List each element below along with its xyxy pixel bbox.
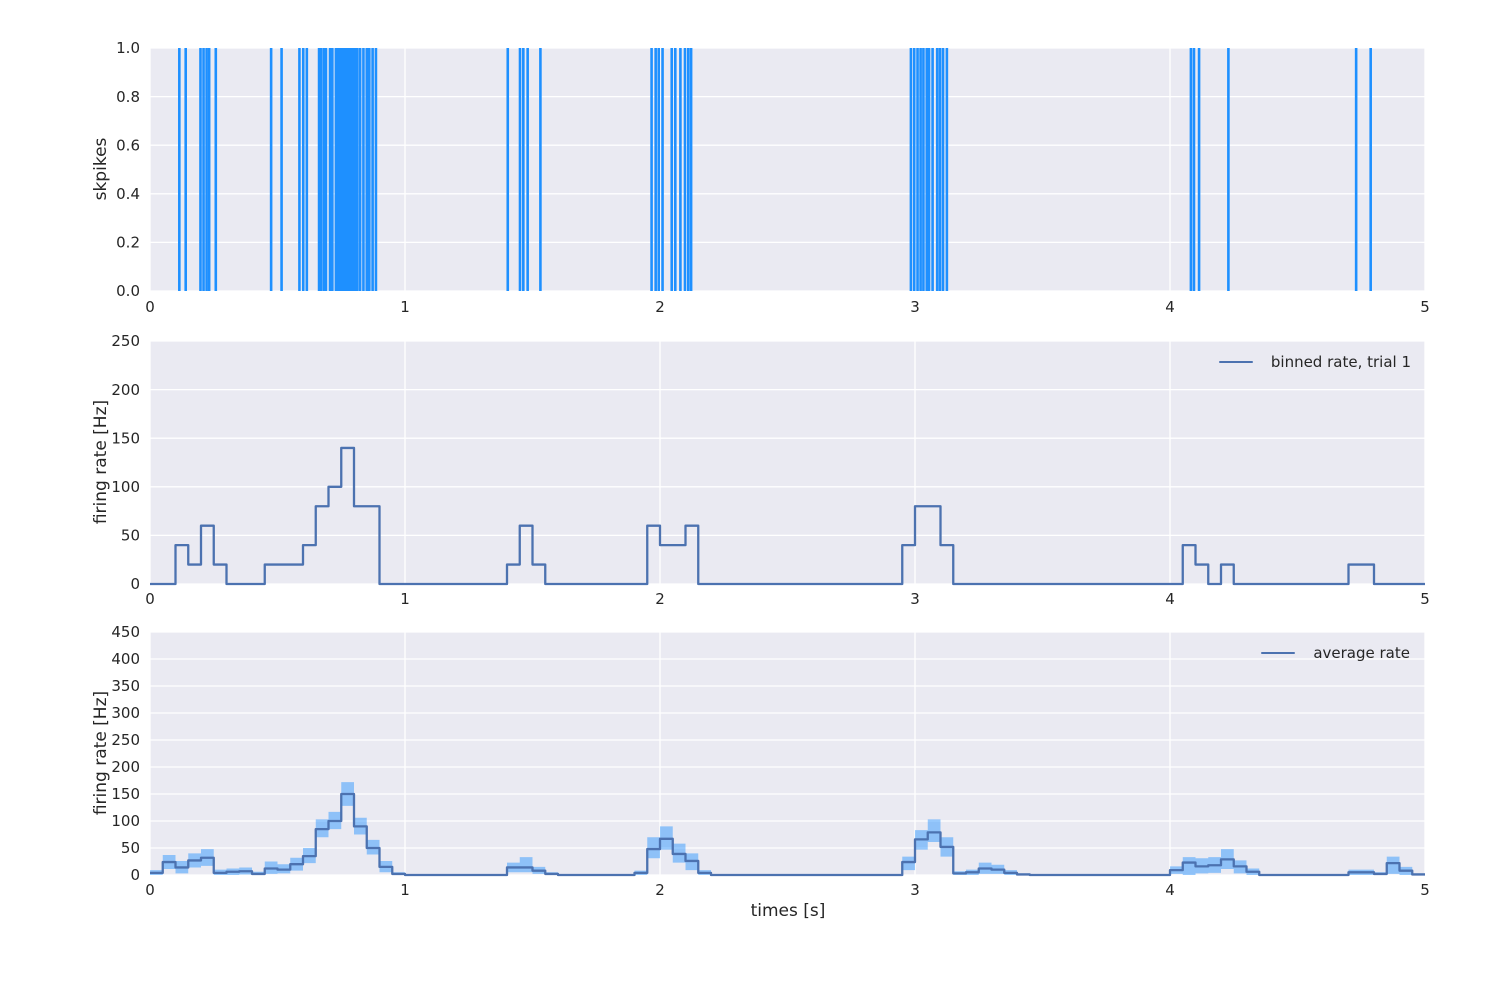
raster-ylabel: skpikes bbox=[91, 137, 111, 201]
y-tick-label: 250 bbox=[111, 731, 140, 749]
average-rate-ylabel: firing rate [Hz] bbox=[91, 690, 111, 816]
legend-line-swatch bbox=[1261, 651, 1296, 655]
y-tick-label: 0.6 bbox=[116, 136, 140, 154]
y-tick-label: 450 bbox=[111, 623, 140, 641]
x-tick-label: 1 bbox=[400, 590, 410, 608]
x-tick-label: 0 bbox=[145, 590, 155, 608]
y-tick-label: 0 bbox=[130, 866, 140, 884]
x-tick-label: 5 bbox=[1420, 298, 1430, 316]
y-tick-label: 0 bbox=[130, 575, 140, 593]
x-tick-label: 1 bbox=[400, 298, 410, 316]
y-tick-label: 250 bbox=[111, 332, 140, 350]
legend-average-rate: average rate bbox=[1261, 643, 1410, 663]
y-tick-label: 200 bbox=[111, 758, 140, 776]
x-tick-label: 5 bbox=[1420, 881, 1430, 899]
x-tick-label: 2 bbox=[655, 298, 665, 316]
y-tick-label: 0.8 bbox=[116, 88, 140, 106]
y-tick-label: 0.2 bbox=[116, 234, 140, 252]
y-tick-label: 150 bbox=[111, 785, 140, 803]
y-tick-label: 150 bbox=[111, 429, 140, 447]
y-tick-label: 50 bbox=[121, 839, 140, 857]
x-tick-label: 0 bbox=[145, 881, 155, 899]
x-tick-label: 2 bbox=[655, 881, 665, 899]
y-tick-label: 350 bbox=[111, 677, 140, 695]
y-tick-label: 300 bbox=[111, 704, 140, 722]
y-tick-label: 0.0 bbox=[116, 282, 140, 300]
y-tick-label: 0.4 bbox=[116, 185, 140, 203]
y-tick-label: 1.0 bbox=[116, 39, 140, 57]
y-tick-label: 100 bbox=[111, 812, 140, 830]
x-tick-label: 3 bbox=[910, 881, 920, 899]
x-tick-label: 1 bbox=[400, 881, 410, 899]
y-tick-label: 400 bbox=[111, 650, 140, 668]
y-tick-label: 200 bbox=[111, 381, 140, 399]
y-tick-label: 50 bbox=[121, 527, 140, 545]
legend-label: binned rate, trial 1 bbox=[1270, 353, 1411, 371]
legend-binned-rate: binned rate, trial 1 bbox=[1218, 352, 1411, 372]
x-tick-label: 5 bbox=[1420, 590, 1430, 608]
x-tick-label: 2 bbox=[655, 590, 665, 608]
legend-label: average rate bbox=[1313, 644, 1410, 662]
x-tick-label: 3 bbox=[910, 298, 920, 316]
y-tick-label: 100 bbox=[111, 478, 140, 496]
x-axis-label: times [s] bbox=[750, 901, 826, 921]
legend-line-swatch bbox=[1218, 360, 1253, 364]
x-tick-label: 4 bbox=[1165, 590, 1175, 608]
x-tick-label: 4 bbox=[1165, 298, 1175, 316]
binned-rate-ylabel: firing rate [Hz] bbox=[91, 399, 111, 525]
x-tick-label: 3 bbox=[910, 590, 920, 608]
x-tick-label: 0 bbox=[145, 298, 155, 316]
x-tick-label: 4 bbox=[1165, 881, 1175, 899]
